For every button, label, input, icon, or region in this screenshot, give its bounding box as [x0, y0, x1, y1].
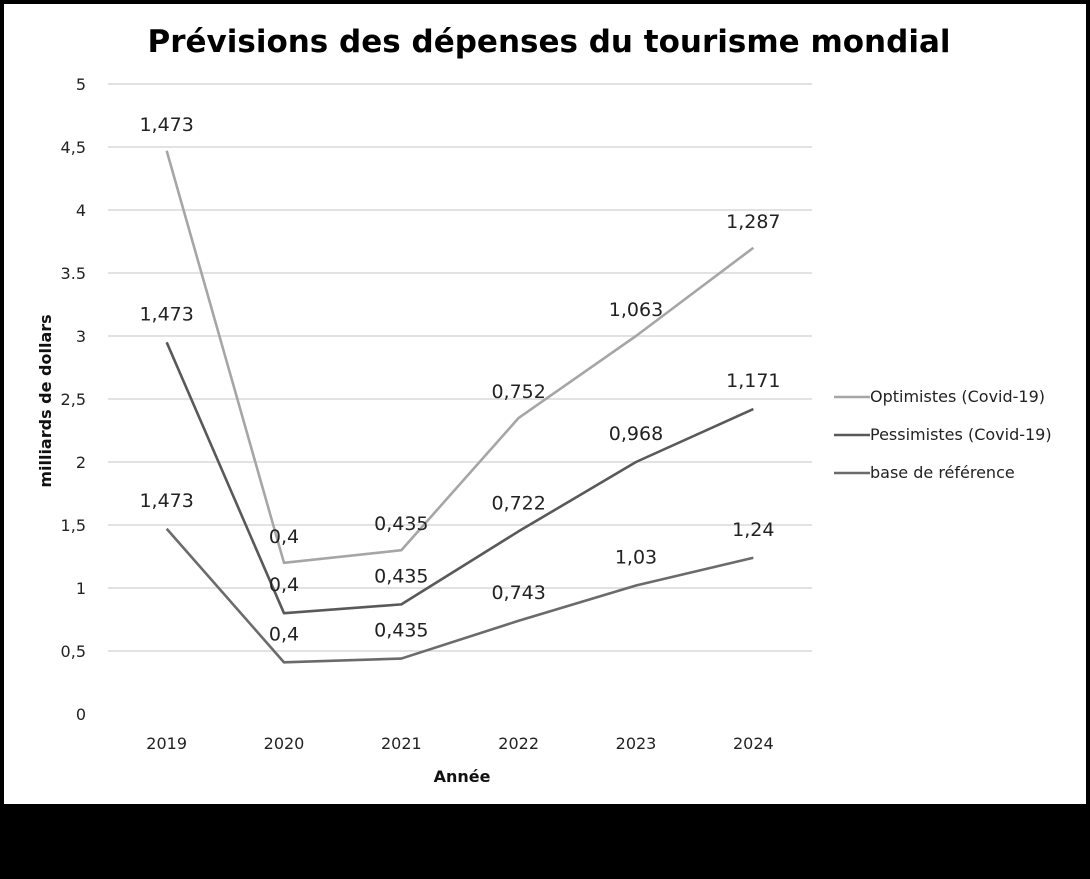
data-label: 0,752 — [491, 381, 545, 403]
y-tick-label: 0,5 — [61, 642, 86, 661]
y-tick-label: 4,5 — [61, 138, 86, 157]
y-tick-label: 3 — [76, 327, 86, 346]
x-tick-label: 2019 — [146, 734, 187, 753]
series-line — [165, 527, 754, 664]
data-label: 1,171 — [726, 370, 780, 392]
x-axis-title: Année — [434, 767, 491, 786]
y-tick-label: 1 — [76, 579, 86, 598]
data-label: 0,435 — [374, 565, 428, 587]
y-axis-title: milliards de dollars — [36, 314, 55, 487]
y-tick-label: 3.5 — [61, 264, 86, 283]
chart-area: Prévisions des dépenses du tourisme mond… — [4, 4, 1086, 804]
series-lines — [165, 150, 755, 664]
data-label: 0,4 — [269, 526, 299, 548]
data-label: 0,968 — [609, 423, 663, 445]
y-tick-label: 1,5 — [61, 516, 86, 535]
x-tick-label: 2024 — [733, 734, 774, 753]
series-line — [165, 341, 754, 615]
chart-title: Prévisions des dépenses du tourisme mond… — [148, 24, 951, 60]
data-label: 1,063 — [609, 299, 663, 321]
x-tick-label: 2022 — [498, 734, 539, 753]
legend-label: base de référence — [870, 463, 1015, 482]
data-label: 0,435 — [374, 620, 428, 642]
data-label: 1,473 — [139, 303, 193, 325]
series-line — [165, 150, 755, 565]
legend-label: Pessimistes (Covid-19) — [870, 425, 1052, 444]
data-label: 1,03 — [615, 546, 657, 568]
data-label: 1,473 — [139, 114, 193, 136]
y-axis-ticks: 0 0,5 1 1,5 2 2,5 3 3.5 4 4,5 5 — [61, 75, 86, 724]
data-label: 0,435 — [374, 513, 428, 535]
data-label: 1,24 — [732, 519, 774, 541]
legend: Optimistes (Covid-19) Pessimistes (Covid-… — [834, 387, 1052, 482]
x-tick-label: 2020 — [264, 734, 305, 753]
y-tick-label: 0 — [76, 705, 86, 724]
y-tick-label: 4 — [76, 201, 86, 220]
y-tick-label: 2,5 — [61, 390, 86, 409]
data-label: 0,4 — [269, 574, 299, 596]
legend-label: Optimistes (Covid-19) — [870, 387, 1045, 406]
x-tick-label: 2023 — [616, 734, 657, 753]
gridlines — [108, 83, 812, 652]
x-axis-ticks: 2019 2020 2021 2022 2023 2024 — [146, 734, 773, 753]
data-label: 1,473 — [139, 490, 193, 512]
data-label: 0,4 — [269, 623, 299, 645]
y-tick-label: 2 — [76, 453, 86, 472]
data-label: 1,287 — [726, 211, 780, 233]
data-labels: 1,473 0,4 0,435 0,752 1,063 1,287 1,473 0,4 0,43… — [139, 114, 780, 646]
line-chart: Prévisions des dépenses du tourisme mond… — [36, 24, 1052, 786]
x-tick-label: 2021 — [381, 734, 422, 753]
data-label: 0,743 — [491, 582, 545, 604]
data-label: 0,722 — [491, 492, 545, 514]
y-tick-label: 5 — [76, 75, 86, 94]
